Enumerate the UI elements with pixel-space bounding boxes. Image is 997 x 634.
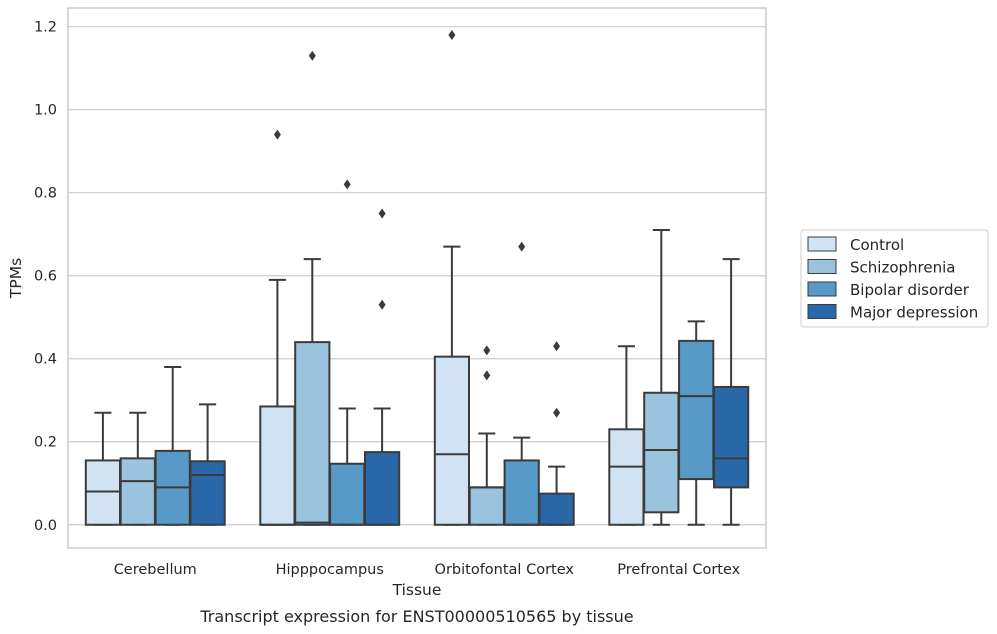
outlier-point (553, 407, 561, 418)
box-1-3 (363, 208, 401, 526)
y-tick-label: 1.2 (34, 20, 57, 36)
x-tick-label: Cerebellum (114, 562, 197, 578)
y-tick-label: 0.2 (34, 435, 57, 451)
box-1-1 (294, 50, 331, 526)
outlier-point (273, 129, 281, 140)
box-3-2 (678, 320, 715, 526)
box-0-3 (189, 403, 226, 526)
outlier-point (378, 208, 386, 219)
outlier-point (448, 29, 456, 40)
outlier-point (308, 50, 316, 61)
x-tick-label: Prefrontal Cortex (617, 562, 740, 578)
x-tick-label: Hipppocampus (276, 562, 384, 578)
y-tick-label: 0.6 (34, 269, 57, 285)
legend-label: Bipolar disorder (850, 281, 970, 299)
box-body (294, 341, 331, 526)
box-2-2 (503, 241, 540, 526)
gridlines (68, 26, 766, 526)
box-3-3 (712, 258, 750, 526)
outlier-point (343, 179, 351, 190)
legend-swatch (807, 281, 837, 297)
box-3-1 (643, 229, 680, 526)
box-2-3 (538, 341, 575, 526)
legend-label: Major depression (850, 304, 978, 322)
outlier-point (483, 370, 491, 381)
box-body (363, 451, 401, 526)
legend-label: Schizophrenia (850, 259, 955, 277)
box-2-0 (433, 29, 471, 526)
x-tick-label: Orbitofontal Cortex (435, 562, 575, 578)
box-1-2 (329, 179, 366, 526)
plot-area-frame (67, 7, 767, 549)
box-body (678, 339, 715, 481)
boxes-group (84, 29, 750, 526)
box-1-0 (259, 129, 296, 526)
chart-caption: Transcript expression for ENST0000051056… (199, 607, 633, 626)
box-body (119, 457, 156, 526)
legend-label: Control (850, 236, 904, 254)
legend-swatch (807, 259, 837, 274)
box-0-2 (154, 366, 191, 526)
legend: Control Schizophrenia Bipolar disorder Majo… (800, 229, 989, 328)
box-body (84, 459, 122, 526)
outlier-point (553, 341, 561, 352)
outlier-point (483, 345, 491, 356)
y-tick-label: 0.8 (34, 186, 57, 202)
box-body (643, 391, 680, 514)
box-body (259, 405, 296, 526)
box-3-0 (608, 345, 645, 526)
y-tick-label: 0.4 (34, 352, 57, 368)
y-tick-label: 0.0 (34, 518, 57, 534)
box-0-1 (119, 411, 156, 526)
box-body (712, 385, 750, 489)
x-axis-title: Tissue (392, 581, 442, 599)
outlier-point (518, 241, 526, 252)
legend-frame (800, 229, 989, 328)
box-body (468, 486, 505, 526)
box-0-0 (84, 411, 122, 526)
y-axis-title: TPMs (7, 258, 25, 299)
y-tick-label: 1.0 (34, 103, 57, 119)
box-2-1 (468, 345, 505, 526)
x-tick-labels: Cerebellum Hipppocampus Orbitofontal Corte… (114, 562, 741, 578)
legend-swatch (807, 304, 837, 319)
box-body (329, 462, 366, 526)
box-body (189, 460, 226, 526)
box-body (503, 459, 540, 526)
box-body (538, 492, 575, 526)
box-body (433, 355, 471, 526)
y-tick-labels: 0.0 0.2 0.4 0.6 0.8 1.0 1.2 (34, 20, 57, 534)
outlier-point (378, 299, 386, 310)
legend-swatch (807, 236, 837, 252)
box-body (608, 428, 645, 526)
